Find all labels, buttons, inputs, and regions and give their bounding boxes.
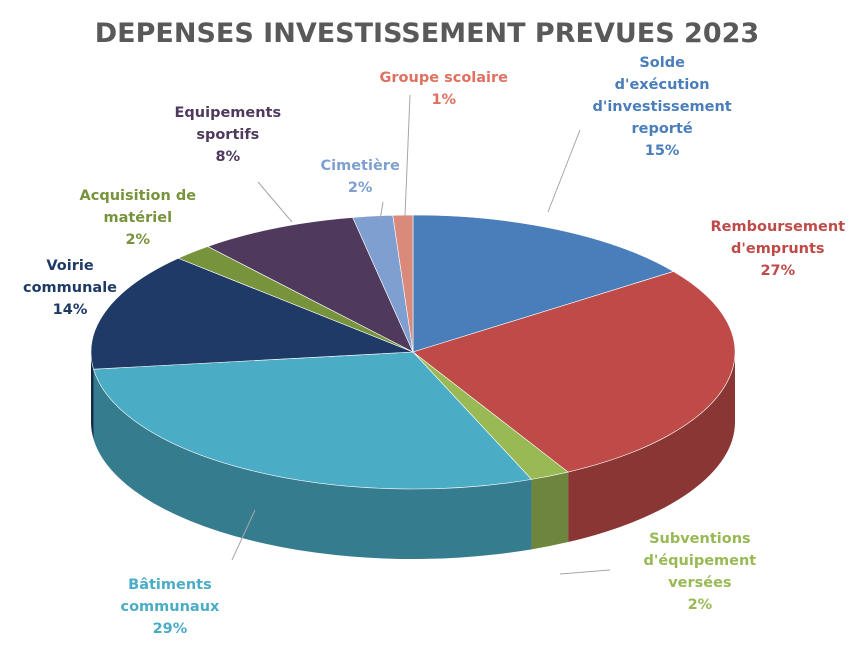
slice-percent: 2% — [347, 180, 373, 196]
pie-slice-8 — [392, 214, 414, 353]
pie-slice-3 — [93, 351, 533, 490]
leader-line-3 — [231, 509, 256, 561]
slice-percent: 27% — [760, 263, 796, 279]
slice-label-text: Equipements — [174, 105, 282, 121]
leader-line-7 — [379, 201, 384, 221]
slice-label-3: Bâtiments communaux 29% — [121, 574, 220, 640]
pie-side-3 — [93, 369, 532, 559]
slice-percent: 15% — [644, 143, 680, 159]
slice-label-text: sportifs — [196, 127, 260, 143]
slice-label-text: Solde — [639, 55, 685, 71]
slice-label-text: communale — [23, 280, 118, 296]
slice-label-5: Acquisition de matériel 2% — [80, 185, 197, 251]
pie-slice-6 — [206, 217, 414, 353]
slice-percent: 2% — [125, 232, 151, 248]
slice-percent: 14% — [52, 302, 88, 318]
slice-label-text: Voirie — [46, 258, 94, 274]
slice-label-text: Remboursement — [710, 219, 846, 235]
pie-slice-1 — [412, 271, 736, 473]
slice-label-text: Bâtiments — [128, 577, 212, 593]
slice-percent: 8% — [215, 149, 241, 165]
slice-percent: 29% — [152, 621, 188, 637]
slice-label-text: Cimetière — [320, 158, 400, 174]
slice-label-text: versées — [668, 575, 732, 591]
slice-label-text: Acquisition de — [79, 188, 197, 204]
slice-label-text: communaux — [120, 599, 220, 615]
slice-label-text: reporté — [631, 121, 693, 137]
pie-side-2 — [531, 472, 569, 550]
slice-label-6: Equipements sportifs 8% — [175, 102, 282, 168]
slice-label-8: Groupe scolaire 1% — [380, 67, 509, 111]
leader-line-6 — [257, 181, 293, 223]
slice-percent: 2% — [687, 597, 713, 613]
slice-label-text: Subventions — [649, 531, 751, 547]
slice-label-1: Remboursement d'emprunts 27% — [711, 216, 846, 282]
pie-side-1 — [568, 352, 735, 543]
slice-label-text: matériel — [103, 210, 173, 226]
leader-line-8 — [404, 94, 411, 217]
slice-label-2: Subventions d'équipement versées 2% — [644, 528, 757, 616]
pie-side-4 — [91, 352, 94, 440]
slice-label-text: d'exécution — [614, 77, 710, 93]
pie-slice-4 — [90, 257, 414, 370]
pie-slice-0 — [412, 214, 675, 353]
leader-line-0 — [547, 129, 581, 213]
leader-line-2 — [559, 569, 611, 575]
chart-title: DEPENSES INVESTISSEMENT PREVUES 2023 — [94, 18, 760, 49]
slice-percent: 1% — [431, 92, 457, 108]
slice-label-7: Cimetière 2% — [321, 155, 400, 199]
slice-label-text: d'équipement — [643, 553, 757, 569]
slice-label-0: Solde d'exécution d'investissement reporté 1… — [593, 52, 732, 162]
slice-label-text: Groupe scolaire — [379, 70, 509, 86]
slice-label-4: Voirie communale 14% — [23, 255, 117, 321]
slice-label-text: d'investissement — [592, 99, 732, 115]
slice-label-text: d'emprunts — [731, 241, 825, 257]
